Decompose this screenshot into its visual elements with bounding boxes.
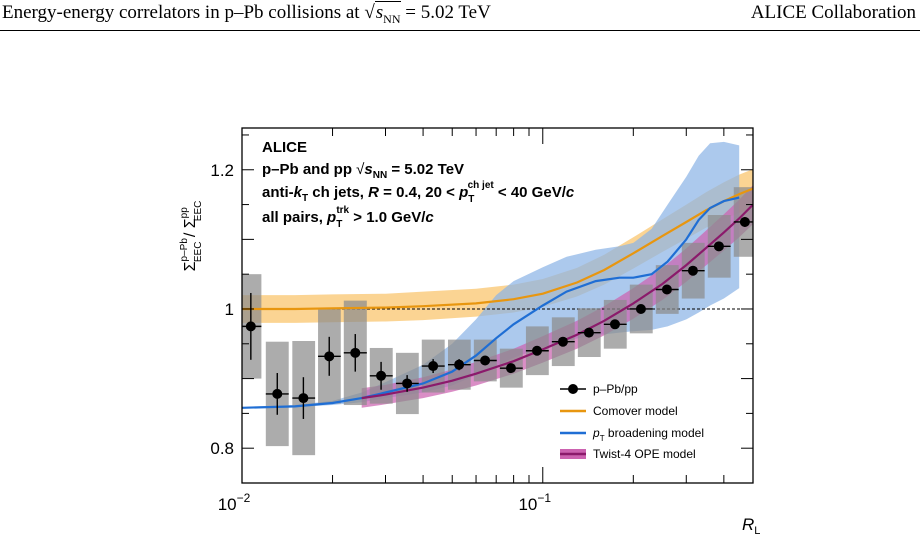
data-point-13: [583, 327, 594, 338]
data-point-2: [298, 393, 309, 404]
data-point-8: [454, 359, 465, 370]
data-point-10: [505, 363, 516, 374]
data-point-9: [480, 355, 491, 366]
data-point-4: [350, 347, 361, 358]
header-rule: [0, 30, 920, 31]
data-point-5: [376, 370, 387, 381]
legend-data-label: p–Pb/pp: [593, 382, 638, 396]
sqrt-variable: s: [375, 2, 384, 23]
data-points: [242, 216, 753, 419]
data-point-19: [739, 216, 750, 227]
legend-entry-twist: Twist-4 OPE model: [560, 447, 696, 461]
y-tick-label-1: 1: [225, 300, 234, 319]
legend: p–Pb/pp Comover model pT broadening mode…: [560, 382, 704, 461]
legend-twist-label: Twist-4 OPE model: [593, 447, 696, 461]
data-point-15: [635, 303, 646, 314]
data-point-1: [272, 388, 283, 399]
y-tick-label-0: 0.8: [210, 439, 234, 458]
data-point-12: [557, 336, 568, 347]
data-point-11: [532, 345, 543, 356]
collaboration-name: ALICE Collaboration: [750, 2, 916, 23]
legend-comover-label: Comover model: [593, 404, 678, 418]
legend-broadening-label: pT broadening model: [592, 426, 704, 443]
data-point-6: [402, 378, 413, 389]
annotation-system: p–Pb and pp √sNN = 5.02 TeV: [262, 161, 464, 181]
plot-frame: [241, 127, 754, 484]
legend-entry-broadening: pT broadening model: [560, 426, 704, 443]
data-point-3: [324, 351, 335, 362]
title-prefix: Energy-energy correlators in p–Pb collis…: [2, 2, 365, 23]
annotation-block: ALICE p–Pb and pp √sNN = 5.02 TeV anti-k…: [262, 139, 575, 230]
y-tick-label-2: 1.2: [210, 161, 234, 180]
curve-series-3: [361, 203, 753, 400]
x-axis-label: RL: [742, 515, 760, 537]
legend-data-marker: [568, 384, 578, 394]
annotation-jets: anti-kT ch jets, R = 0.4, 20 < pTch jet …: [262, 180, 575, 205]
axis-ticks: 0.8 1 1.2 10−2 10−1: [210, 128, 754, 514]
x-tick-label-1: 10−1: [518, 491, 551, 514]
title-suffix: = 5.02 TeV: [400, 2, 491, 23]
data-point-7: [428, 361, 439, 372]
annotation-pairs: all pairs, pTtrk > 1.0 GeV/c: [262, 205, 434, 230]
data-point-16: [661, 284, 672, 295]
page-header: Energy-energy correlators in p–Pb collis…: [0, 0, 920, 40]
x-tick-label-0: 10−2: [218, 491, 251, 514]
legend-entry-data: p–Pb/pp: [560, 382, 638, 396]
data-point-17: [687, 265, 698, 276]
legend-entry-comover: Comover model: [560, 404, 678, 418]
sqrt-subscript: NN: [383, 11, 401, 26]
data-point-14: [609, 319, 620, 330]
annotation-experiment: ALICE: [262, 139, 307, 156]
model-curves: [242, 187, 753, 409]
sqrt-symbol: √sNN: [364, 1, 401, 26]
page-running-title: Energy-energy correlators in p–Pb collis…: [2, 1, 491, 27]
y-axis-label: Σp–Pb EEC / Σpp EEC: [179, 201, 204, 272]
data-point-18: [713, 241, 724, 252]
data-point-0: [245, 321, 256, 332]
